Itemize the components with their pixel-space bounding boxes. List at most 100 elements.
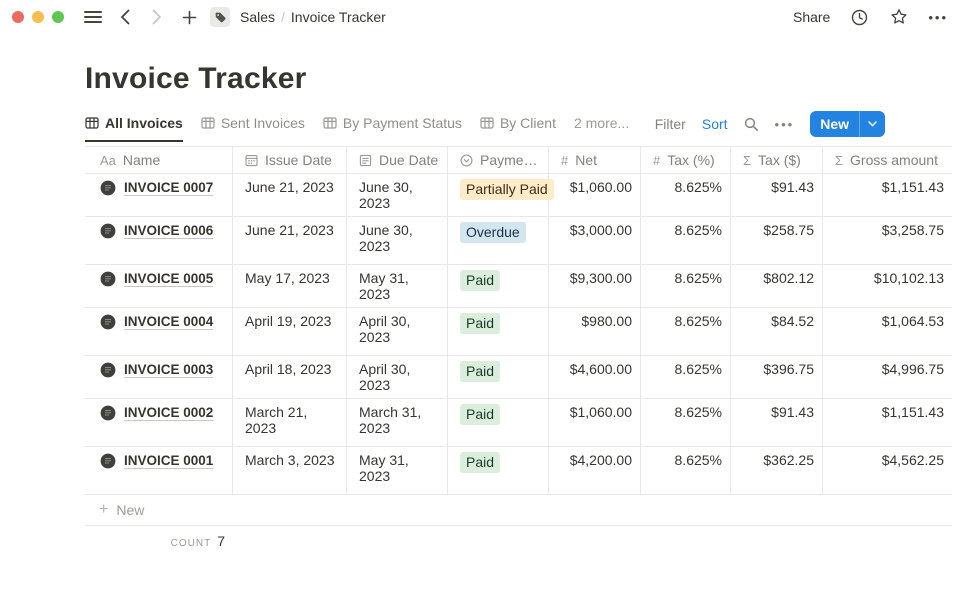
zoom-window-button[interactable]: [52, 11, 64, 23]
cell-status[interactable]: Paid: [448, 308, 549, 355]
cell-tax_usd[interactable]: $396.75: [731, 356, 823, 398]
cell-net[interactable]: $3,000.00: [549, 217, 641, 264]
cell-tax_usd[interactable]: $802.12: [731, 265, 823, 307]
cell-status[interactable]: Paid: [448, 356, 549, 398]
column-header-name[interactable]: Aa Name: [85, 147, 233, 173]
cell-issue_date[interactable]: June 21, 2023: [233, 174, 347, 216]
cell-name[interactable]: INVOICE 0005: [85, 265, 233, 307]
cell-net[interactable]: $1,060.00: [549, 399, 641, 446]
column-header-due_date[interactable]: Due Date: [347, 147, 448, 173]
favorite-button[interactable]: [888, 5, 910, 29]
cell-status[interactable]: Paid: [448, 399, 549, 446]
cell-net[interactable]: $1,060.00: [549, 174, 641, 216]
view-tab-sent-invoices[interactable]: Sent Invoices: [201, 112, 305, 142]
cell-name[interactable]: INVOICE 0001: [85, 447, 233, 494]
cell-status[interactable]: Paid: [448, 265, 549, 307]
add-row-button[interactable]: + New: [85, 495, 952, 526]
close-window-button[interactable]: [12, 11, 24, 23]
cell-tax_pct[interactable]: 8.625%: [641, 356, 731, 398]
cell-status[interactable]: Paid: [448, 447, 549, 494]
new-entry-button[interactable]: New: [810, 111, 885, 137]
cell-net[interactable]: $4,600.00: [549, 356, 641, 398]
cell-gross[interactable]: $10,102.13: [823, 265, 952, 307]
column-header-status[interactable]: Payment ...: [448, 147, 549, 173]
cell-issue_date[interactable]: March 21, 2023: [233, 399, 347, 446]
column-header-gross[interactable]: Σ Gross amount: [823, 147, 952, 173]
cell-due_date[interactable]: June 30, 2023: [347, 217, 448, 264]
cell-gross[interactable]: $1,151.43: [823, 174, 952, 216]
new-page-button[interactable]: [178, 5, 200, 29]
cell-due_date[interactable]: April 30, 2023: [347, 308, 448, 355]
cell-net[interactable]: $4,200.00: [549, 447, 641, 494]
cell-tax_pct[interactable]: 8.625%: [641, 174, 731, 216]
status-badge[interactable]: Paid: [460, 452, 501, 473]
column-header-tax_usd[interactable]: Σ Tax ($): [731, 147, 823, 173]
column-header-net[interactable]: # Net: [549, 147, 641, 173]
cell-status[interactable]: Partially Paid: [448, 174, 554, 216]
cell-tax_pct[interactable]: 8.625%: [641, 265, 731, 307]
sidebar-menu-button[interactable]: [82, 5, 104, 29]
breadcrumb-workspace[interactable]: Sales: [240, 9, 276, 25]
cell-name[interactable]: INVOICE 0004: [85, 308, 233, 355]
cell-tax_usd[interactable]: $258.75: [731, 217, 823, 264]
cell-issue_date[interactable]: April 18, 2023: [233, 356, 347, 398]
status-badge[interactable]: Paid: [460, 270, 501, 291]
column-aggregate[interactable]: COUNT 7: [85, 526, 233, 549]
workspace-page-chip[interactable]: [210, 7, 230, 27]
cell-gross[interactable]: $1,151.43: [823, 399, 952, 446]
status-badge[interactable]: Partially Paid: [460, 179, 554, 200]
cell-issue_date[interactable]: March 3, 2023: [233, 447, 347, 494]
cell-net[interactable]: $9,300.00: [549, 265, 641, 307]
new-entry-dropdown[interactable]: [859, 111, 885, 137]
cell-tax_usd[interactable]: $91.43: [731, 174, 823, 216]
cell-issue_date[interactable]: June 21, 2023: [233, 217, 347, 264]
cell-name[interactable]: INVOICE 0003: [85, 356, 233, 398]
cell-status[interactable]: Overdue: [448, 217, 549, 264]
cell-tax_pct[interactable]: 8.625%: [641, 217, 731, 264]
more-views-button[interactable]: 2 more...: [573, 115, 630, 131]
cell-due_date[interactable]: May 31, 2023: [347, 265, 448, 307]
cell-issue_date[interactable]: April 19, 2023: [233, 308, 347, 355]
sort-button[interactable]: Sort: [701, 116, 728, 132]
cell-gross[interactable]: $4,996.75: [823, 356, 952, 398]
cell-name[interactable]: INVOICE 0007: [85, 174, 233, 216]
cell-due_date[interactable]: March 31, 2023: [347, 399, 448, 446]
updates-button[interactable]: [848, 5, 870, 29]
view-options-button[interactable]: •••: [774, 116, 795, 132]
cell-issue_date[interactable]: May 17, 2023: [233, 265, 347, 307]
share-button[interactable]: Share: [792, 9, 831, 25]
minimize-window-button[interactable]: [32, 11, 44, 23]
cell-value: $4,996.75: [881, 361, 944, 377]
breadcrumb-page[interactable]: Invoice Tracker: [290, 9, 386, 25]
view-tab-all-invoices[interactable]: All Invoices: [85, 112, 183, 142]
cell-tax_usd[interactable]: $362.25: [731, 447, 823, 494]
cell-tax_usd[interactable]: $84.52: [731, 308, 823, 355]
status-badge[interactable]: Paid: [460, 404, 501, 425]
page-title[interactable]: Invoice Tracker: [85, 62, 307, 95]
forward-button[interactable]: [146, 5, 168, 29]
cell-net[interactable]: $980.00: [549, 308, 641, 355]
cell-due_date[interactable]: June 30, 2023: [347, 174, 448, 216]
cell-gross[interactable]: $1,064.53: [823, 308, 952, 355]
status-badge[interactable]: Overdue: [460, 222, 526, 243]
status-badge[interactable]: Paid: [460, 313, 501, 334]
search-button[interactable]: [744, 117, 759, 132]
status-badge[interactable]: Paid: [460, 361, 501, 382]
back-button[interactable]: [114, 5, 136, 29]
view-tab-by-client[interactable]: By Client: [480, 112, 556, 142]
more-options-button[interactable]: •••: [928, 9, 948, 25]
cell-tax_pct[interactable]: 8.625%: [641, 399, 731, 446]
cell-name[interactable]: INVOICE 0006: [85, 217, 233, 264]
cell-due_date[interactable]: May 31, 2023: [347, 447, 448, 494]
cell-gross[interactable]: $4,562.25: [823, 447, 952, 494]
filter-button[interactable]: Filter: [654, 116, 686, 132]
cell-tax_pct[interactable]: 8.625%: [641, 447, 731, 494]
cell-due_date[interactable]: April 30, 2023: [347, 356, 448, 398]
column-header-issue_date[interactable]: Issue Date: [233, 147, 347, 173]
cell-tax_usd[interactable]: $91.43: [731, 399, 823, 446]
cell-gross[interactable]: $3,258.75: [823, 217, 952, 264]
cell-tax_pct[interactable]: 8.625%: [641, 308, 731, 355]
column-header-tax_pct[interactable]: # Tax (%): [641, 147, 731, 173]
view-tab-by-payment-status[interactable]: By Payment Status: [323, 112, 462, 142]
cell-name[interactable]: INVOICE 0002: [85, 399, 233, 446]
